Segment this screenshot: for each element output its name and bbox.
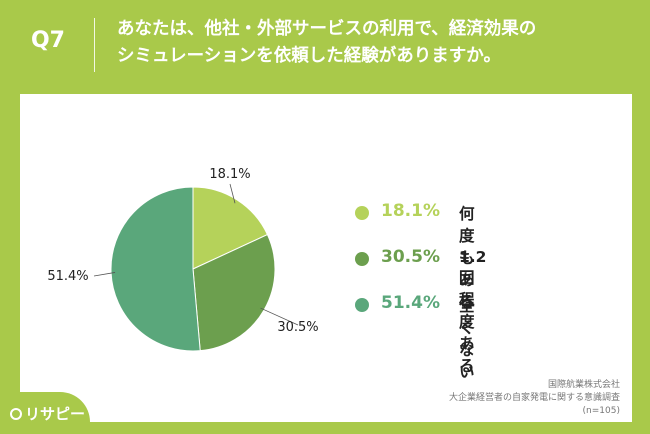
legend-swatch <box>355 298 369 312</box>
pie-slice <box>110 186 201 352</box>
legend-percent: 51.4% <box>381 293 440 313</box>
logo-text: リサピー <box>25 405 86 423</box>
pie-data-label: 51.4% <box>47 269 88 284</box>
pie-chart: 18.1% 30.5% 51.4% <box>47 167 319 352</box>
legend-label: 全くない <box>459 297 475 381</box>
legend-percent: 18.1% <box>381 201 440 221</box>
header-divider <box>94 18 95 72</box>
chart-panel: 18.1% 30.5% 51.4% 18.1% 何度もある 30.5% 1.2回程度… <box>20 94 632 422</box>
pie-data-label: 30.5% <box>277 320 318 335</box>
source-survey: 大企業経営者の自家発電に関する意識調査 <box>448 393 620 403</box>
question-header: Q7 あなたは、他社・外部サービスの利用で、経済効果の シミュレーションを依頼し… <box>0 0 650 88</box>
leader-line <box>93 272 116 277</box>
source-sample-size: (n=105) <box>582 406 620 416</box>
question-line-2: シミュレーションを依頼した経験がありますか。 <box>117 46 501 66</box>
brand-logo: リサピー <box>10 403 85 424</box>
legend-label: 何度もある <box>459 205 475 311</box>
legend-percent: 30.5% <box>381 247 440 267</box>
pie-data-label: 18.1% <box>209 167 250 182</box>
question-text: あなたは、他社・外部サービスの利用で、経済効果の シミュレーションを依頼した経験… <box>117 16 637 70</box>
logo-mark-icon <box>10 407 22 420</box>
leader-line <box>229 183 236 204</box>
legend-swatch <box>355 252 369 266</box>
question-number: Q7 <box>30 28 65 53</box>
pie-slice <box>192 186 269 270</box>
leader-line <box>260 307 299 326</box>
question-line-1: あなたは、他社・外部サービスの利用で、経済効果の <box>117 19 537 39</box>
source-company: 国際航業株式会社 <box>547 380 620 390</box>
source-note: 国際航業株式会社 大企業経営者の自家発電に関する意識調査 (n=105) <box>449 379 620 418</box>
legend-label: 1.2回程度ある <box>459 248 487 375</box>
legend-swatch <box>355 206 369 220</box>
